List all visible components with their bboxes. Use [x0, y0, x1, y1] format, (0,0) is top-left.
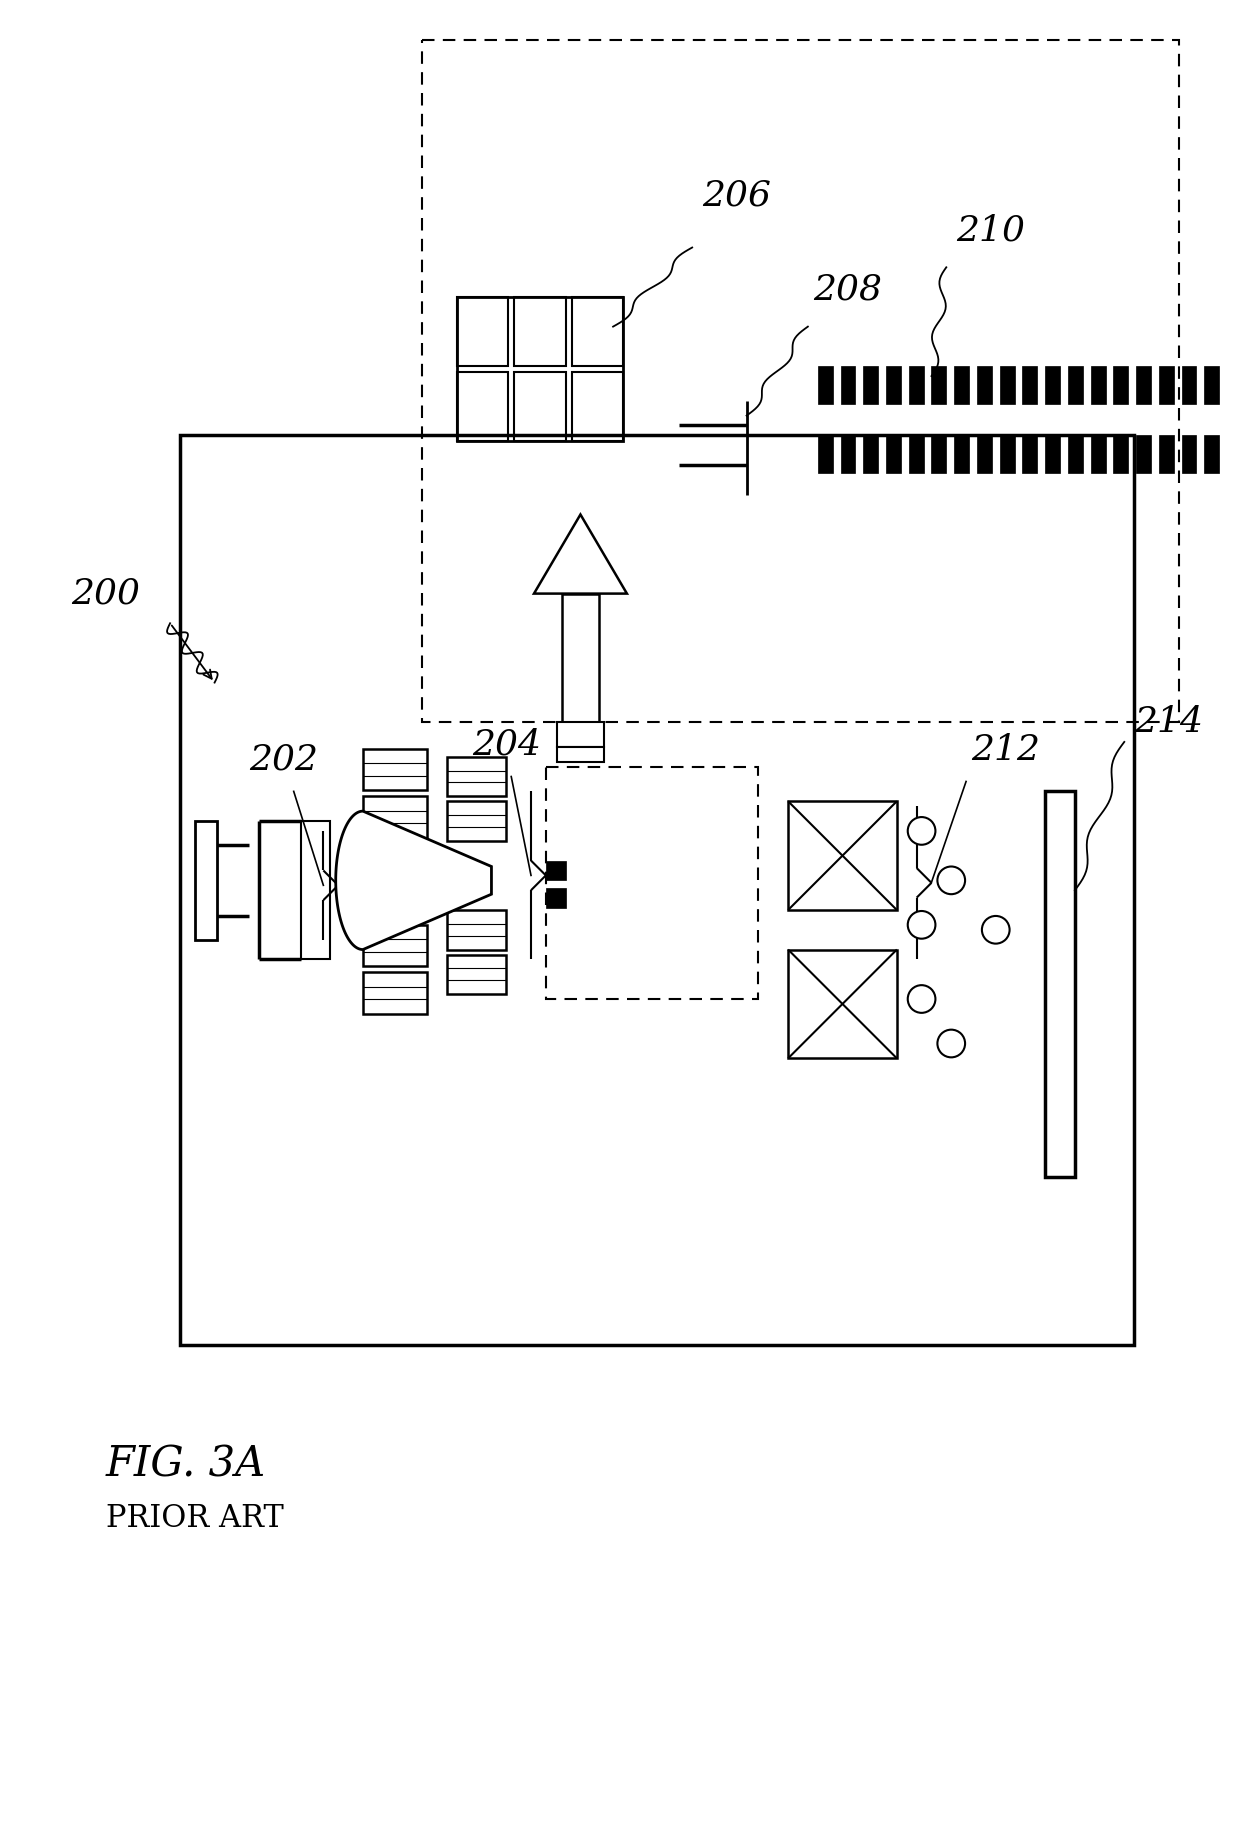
Bar: [446, 955, 506, 995]
Bar: [817, 435, 832, 474]
Text: 212: 212: [971, 732, 1040, 767]
Bar: [546, 860, 565, 880]
Bar: [363, 796, 428, 838]
Bar: [446, 909, 506, 949]
Bar: [999, 366, 1014, 404]
Text: 206: 206: [702, 179, 771, 213]
Bar: [1114, 435, 1128, 474]
Bar: [546, 767, 759, 998]
Bar: [180, 435, 1135, 1345]
Circle shape: [908, 816, 935, 845]
Polygon shape: [534, 514, 627, 594]
Bar: [863, 366, 878, 404]
Bar: [1114, 366, 1128, 404]
Bar: [931, 435, 946, 474]
Bar: [977, 366, 992, 404]
Bar: [1182, 435, 1197, 474]
Bar: [999, 435, 1014, 474]
Bar: [1159, 435, 1174, 474]
Bar: [1204, 435, 1219, 474]
Bar: [572, 297, 622, 366]
Bar: [977, 435, 992, 474]
Circle shape: [908, 986, 935, 1013]
Text: 210: 210: [956, 213, 1025, 248]
Bar: [557, 747, 604, 762]
Bar: [841, 366, 856, 404]
Bar: [515, 297, 565, 366]
Bar: [1204, 366, 1219, 404]
Text: 204: 204: [471, 727, 541, 762]
Bar: [909, 366, 924, 404]
Bar: [300, 822, 330, 960]
Bar: [557, 722, 604, 747]
Text: PRIOR ART: PRIOR ART: [105, 1503, 284, 1534]
Bar: [1091, 366, 1106, 404]
Bar: [1068, 366, 1083, 404]
Bar: [1182, 366, 1197, 404]
Bar: [955, 366, 968, 404]
Bar: [195, 822, 217, 940]
Bar: [1023, 435, 1038, 474]
Bar: [1023, 366, 1038, 404]
Bar: [1136, 435, 1151, 474]
Circle shape: [908, 911, 935, 938]
Bar: [789, 949, 897, 1059]
Bar: [1068, 435, 1083, 474]
Bar: [456, 372, 508, 441]
Bar: [515, 372, 565, 441]
Circle shape: [937, 1029, 965, 1057]
Text: FIG. 3A: FIG. 3A: [105, 1445, 265, 1487]
Bar: [562, 594, 599, 722]
Bar: [363, 973, 428, 1013]
Bar: [887, 435, 900, 474]
Bar: [423, 40, 1179, 722]
Circle shape: [937, 867, 965, 895]
Bar: [1159, 366, 1174, 404]
Text: 202: 202: [249, 743, 319, 776]
Bar: [446, 802, 506, 840]
Text: 200: 200: [72, 576, 140, 610]
Bar: [863, 435, 878, 474]
Bar: [572, 372, 622, 441]
Bar: [363, 926, 428, 966]
Bar: [363, 749, 428, 791]
Bar: [1045, 366, 1060, 404]
Bar: [1045, 791, 1075, 1177]
Bar: [789, 802, 897, 909]
Text: 214: 214: [1135, 705, 1203, 740]
Bar: [456, 297, 508, 366]
Bar: [1091, 435, 1106, 474]
Bar: [446, 756, 506, 796]
Bar: [546, 889, 565, 907]
Bar: [955, 435, 968, 474]
Bar: [841, 435, 856, 474]
Bar: [887, 366, 900, 404]
Bar: [1045, 435, 1060, 474]
Circle shape: [982, 916, 1009, 944]
Polygon shape: [336, 811, 491, 949]
Bar: [1136, 366, 1151, 404]
Bar: [456, 297, 622, 441]
Bar: [817, 366, 832, 404]
Bar: [931, 366, 946, 404]
Bar: [909, 435, 924, 474]
Text: 208: 208: [812, 273, 882, 306]
